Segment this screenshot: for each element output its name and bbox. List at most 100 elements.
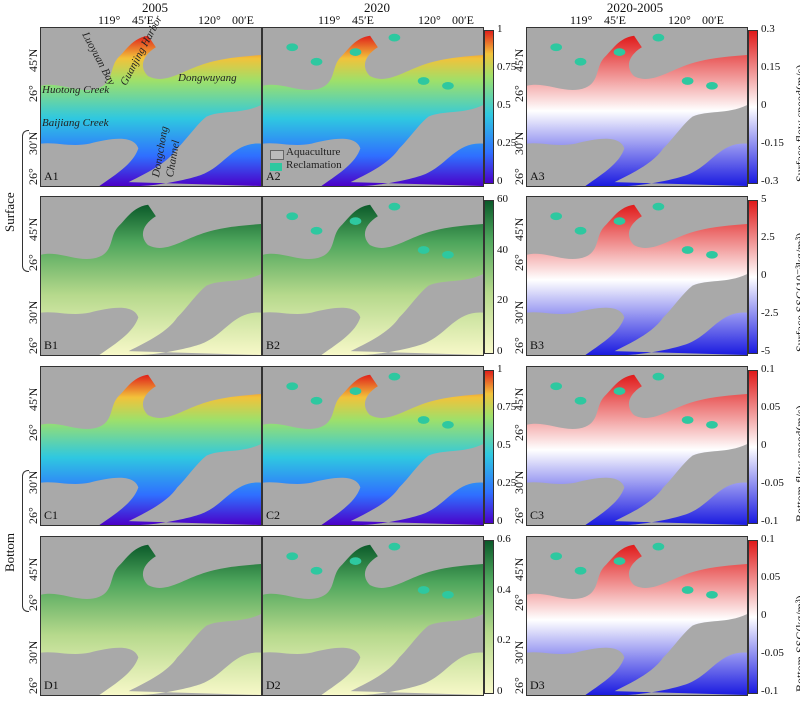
- water-body: [527, 544, 747, 695]
- lon-tick-45e-col2: 45′E: [352, 13, 374, 27]
- water-body: [41, 374, 261, 525]
- colorbar-b12: [484, 200, 494, 354]
- reclamation-patch: [417, 246, 430, 254]
- lat-tick: 26°: [512, 85, 526, 102]
- lat-tick: 30′N: [512, 470, 526, 494]
- colorbar-tick: 0.25: [497, 137, 517, 149]
- lon-tick-00e-col1: 00′E: [232, 13, 254, 27]
- panel-label-d1: D1: [44, 678, 59, 692]
- colorbar-tick: 0.2: [497, 634, 511, 647]
- reclamation-patch: [310, 396, 323, 405]
- reclamation-patch: [286, 212, 299, 221]
- reclamation-patch: [310, 226, 323, 235]
- colorbar-tick: 0.4: [497, 583, 511, 596]
- colorbar-tick: -0.05: [761, 477, 784, 489]
- colorbar-tick: 1: [497, 363, 503, 375]
- column-title-2020: 2020: [364, 0, 390, 15]
- map-panel-a2: A2: [262, 27, 484, 187]
- row-label-surface: Surface: [2, 192, 17, 232]
- panel-label-b2: B2: [266, 338, 281, 352]
- map-panel-d3: D3: [526, 536, 748, 696]
- lat-tick: 30′N: [26, 300, 40, 324]
- water-body: [527, 374, 747, 525]
- water-body: [263, 544, 483, 695]
- map-panel-d2: D2: [262, 536, 484, 696]
- colorbar-tick: 0: [497, 345, 503, 357]
- map-panel-d1: D1: [40, 536, 262, 696]
- colorbar-c12: [484, 370, 494, 524]
- lon-tick-00e-col3: 00′E: [702, 13, 724, 27]
- reclamation-patch: [286, 43, 299, 52]
- lon-tick-45e-col1: 45′E: [132, 13, 154, 27]
- legend-aquaculture-label: Aquaculture: [286, 146, 341, 158]
- colorbar-d12: [484, 540, 494, 694]
- reclamation-patch: [652, 202, 665, 211]
- reclamation-patch: [349, 387, 362, 395]
- colorbar-tick: -0.05: [761, 647, 784, 659]
- lat-tick: 45′N: [26, 217, 40, 241]
- lat-tick: 30′N: [26, 131, 40, 155]
- panel-label-c3: C3: [530, 508, 545, 522]
- lat-tick: 26°: [512, 337, 526, 354]
- lat-tick: 30′N: [512, 300, 526, 324]
- colorbar-tick: -0.1: [761, 685, 779, 697]
- map-panel-c1: C1: [40, 366, 262, 526]
- map-panel-a1: A1: [40, 27, 262, 187]
- colorbar-tick: 0.15: [761, 61, 781, 73]
- reclamation-patch: [442, 81, 454, 90]
- lon-tick-120-col2: 120°: [418, 13, 441, 27]
- map-panel-b1: B1: [40, 196, 262, 356]
- map-panel-a3: A3: [526, 27, 748, 187]
- colorbar-c3: [748, 370, 758, 524]
- label-huotong: Huotong Creek: [42, 84, 110, 96]
- panel-label-a3: A3: [530, 169, 545, 183]
- colorbar-tick: 20: [497, 294, 508, 307]
- lat-tick: 26°: [512, 507, 526, 524]
- colorbar-tick: 0: [761, 439, 767, 451]
- reclamation-patch: [388, 202, 401, 211]
- colorbar-tick: 0: [497, 685, 503, 697]
- colorbar-tick: 2.5: [761, 231, 775, 243]
- reclamation-patch: [681, 77, 694, 85]
- reclamation-patch: [349, 217, 362, 225]
- colorbar-a12: [484, 30, 494, 184]
- reclamation-patch: [574, 226, 587, 235]
- lon-tick-45e-col3: 45′E: [604, 13, 626, 27]
- lon-tick-120-col3: 120°: [668, 13, 691, 27]
- reclamation-patch: [388, 372, 401, 381]
- colorbar-tick: -0.1: [761, 515, 779, 527]
- reclamation-patch: [310, 566, 323, 575]
- reclamation-patch: [388, 542, 401, 551]
- lat-tick: 26°: [512, 168, 526, 185]
- reclamation-patch: [550, 382, 563, 391]
- lat-tick: 45′N: [26, 387, 40, 411]
- reclamation-patch: [286, 382, 299, 391]
- map-panel-c2: C2: [262, 366, 484, 526]
- label-baijiang: Baijiang Creek: [42, 117, 109, 129]
- bottom-brace: [22, 470, 29, 612]
- lon-tick-119-col3: 119°: [570, 13, 593, 27]
- lat-tick: 26°: [26, 677, 40, 694]
- label-dongwuyang: Dongwuyang: [178, 72, 237, 84]
- colorbar-tick: 0.6: [497, 533, 511, 545]
- reclamation-patch: [550, 552, 563, 561]
- lat-tick: 45′N: [26, 557, 40, 581]
- map-panel-b3: B3: [526, 196, 748, 356]
- reclamation-patch: [613, 557, 626, 565]
- panel-label-b3: B3: [530, 338, 545, 352]
- colorbar-tick: -0.15: [761, 137, 784, 149]
- lat-tick: 45′N: [512, 557, 526, 581]
- legend-reclamation-swatch: [270, 163, 282, 171]
- lat-tick: 45′N: [26, 48, 40, 72]
- map-panel-b2: B2: [262, 196, 484, 356]
- surface-brace: [22, 130, 29, 272]
- colorbar-tick: 0.1: [761, 533, 775, 545]
- colorbar-tick: 0: [761, 99, 767, 111]
- reclamation-patch: [681, 586, 694, 594]
- legend-reclamation-label: Reclamation: [286, 159, 342, 171]
- colorbar-tick: -0.3: [761, 175, 779, 187]
- colorbar-tick: 0.05: [761, 571, 781, 583]
- reclamation-patch: [286, 552, 299, 561]
- colorbar-tick: 5: [761, 193, 767, 205]
- water-body: [41, 204, 261, 355]
